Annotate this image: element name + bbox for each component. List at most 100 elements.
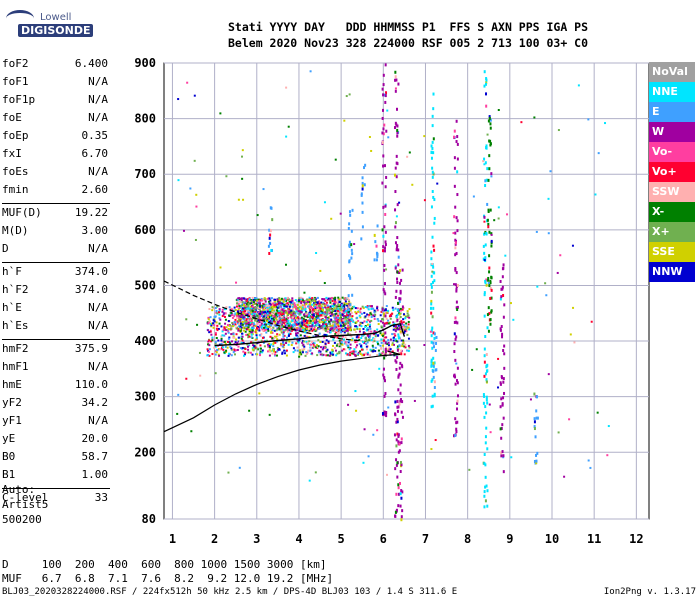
echo-point [251,344,254,347]
echo-point [242,350,245,353]
echo-point [342,323,345,326]
parameter-row: foEp 0.35 [2,129,108,147]
echo-point [263,345,266,348]
echo-point [259,354,262,357]
echo-point [501,376,504,380]
echo-point [268,315,271,318]
parameter-value: 1.00 [81,468,109,481]
echo-point [302,313,305,316]
echo-point [295,310,298,313]
echo-point [308,325,311,328]
echo-point [500,397,503,401]
echo-point [295,308,298,311]
parameter-value: 374.0 [74,283,108,296]
echo-point [432,363,435,367]
echo-point [253,345,256,348]
echo-point [324,333,327,336]
echo-point [342,328,345,331]
echo-point [210,324,213,327]
echo-point [310,316,313,319]
echo-point [345,297,348,300]
echo-point [394,221,397,225]
echo-point [274,353,277,356]
echo-point [376,341,379,344]
echo-point [394,307,397,310]
echo-point [269,310,272,313]
echo-point [394,121,397,125]
echo-point [352,320,355,323]
parameter-row: fxI 6.70 [2,147,108,165]
echo-point [396,475,399,479]
echo-point [431,146,434,150]
echo-point [327,354,330,357]
echo-point [228,314,231,317]
echo-point [261,328,264,331]
echo-point [255,318,258,321]
echo-point [219,266,222,269]
echo-point [303,334,306,337]
echo-point [318,321,321,324]
echo-point [304,325,307,328]
echo-point [483,84,486,88]
echo-point [234,318,237,321]
echo-point [326,330,329,333]
y-tick-label: 500 [134,278,156,292]
echo-point [210,322,213,325]
echo-point [283,304,286,307]
echo-point [399,297,402,301]
echo-point [363,166,366,170]
echo-point [369,323,372,326]
echo-point [430,334,433,338]
echo-point [219,318,222,321]
echo-point [217,311,220,314]
echo-point [399,361,402,365]
echo-point [318,332,321,335]
echo-point [287,302,290,305]
echo-point [235,338,238,341]
echo-point [339,312,342,315]
parameter-row: hmE 110.0 [2,378,108,396]
echo-point [435,341,438,345]
echo-point [298,349,301,352]
echo-point [236,342,239,345]
echo-point [364,306,367,309]
parameter-value: N/A [88,360,108,373]
echo-point [249,305,252,308]
echo-point [262,318,265,321]
echo-point [486,401,489,405]
echo-point [402,339,405,342]
echo-point [488,270,491,274]
echo-point [239,328,242,331]
echo-point [386,309,389,312]
echo-point [456,219,459,223]
echo-point [237,318,240,321]
echo-point [346,329,349,332]
echo-point [490,239,493,243]
echo-point [327,328,330,331]
echo-point [227,331,230,334]
echo-point [214,307,217,310]
echo-point [395,123,398,127]
echo-point [227,471,230,474]
echo-point [399,321,402,324]
echo-point [337,296,340,299]
echo-point [276,333,279,336]
echo-point [332,305,335,308]
echo-point [211,353,214,356]
echo-point [208,320,211,323]
echo-point [381,228,384,232]
echo-point [245,303,248,306]
echo-point [245,324,248,327]
echo-point [361,305,364,308]
echo-point [264,300,267,303]
echo-point [251,296,254,299]
echo-point [301,304,304,307]
echo-point [185,377,188,380]
echo-point [386,473,389,476]
echo-point [520,121,523,124]
echo-point [295,316,298,319]
echo-point [268,344,271,347]
y-tick-label: 600 [134,223,156,237]
echo-point [431,166,434,170]
echo-point [308,298,311,301]
